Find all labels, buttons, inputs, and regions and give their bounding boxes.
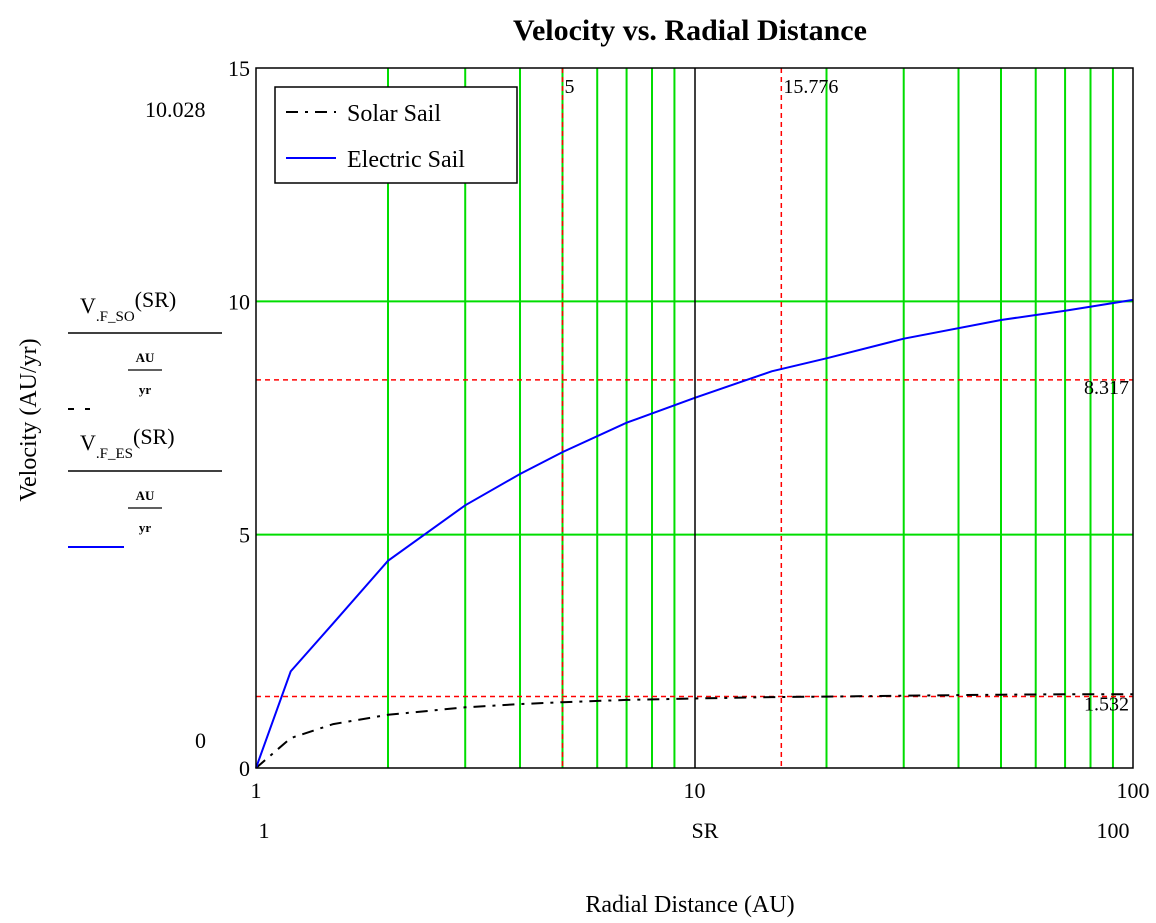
horizontal-marker-label: 1.532 [1084, 694, 1129, 716]
y-tick-label: 0 [239, 756, 250, 781]
y-range-label-top: 10.028 [145, 97, 206, 122]
tick-layer: 0 5 10 15 1 10 100 [228, 56, 1150, 803]
expr-solar-unit-num: AU [136, 350, 155, 365]
y-expression-solar: V.F_SO(SR) AU yr [68, 287, 222, 397]
expr-electric-sub: .F_ES [96, 446, 133, 462]
legend-label-electric: Electric Sail [347, 147, 465, 173]
solar-sail-curve [255, 693, 1133, 769]
y-tick-label: 10 [228, 289, 250, 314]
y-expression-electric: V.F_ES(SR) AU yr [68, 424, 222, 535]
expr-solar-base: V [80, 293, 96, 318]
y-tick-label: 5 [239, 523, 250, 548]
x-range-label-right: 100 [1097, 818, 1130, 843]
expr-electric-unit-num: AU [136, 488, 155, 503]
y-tick-label: 15 [228, 56, 250, 81]
chart-title: Velocity vs. Radial Distance [513, 14, 867, 47]
svg-text:V.F_ES(SR): V.F_ES(SR) [80, 424, 175, 462]
horizontal-marker-label: 8.317 [1084, 377, 1129, 399]
expr-solar-unit-den: yr [139, 382, 152, 397]
vertical-marker-label: 5 [564, 76, 574, 98]
expr-electric-base: V [80, 430, 96, 455]
marker-layer: 5 15.776 8.317 1.532 [256, 68, 1133, 768]
x-range-label-left: 1 [259, 818, 270, 843]
x-range-label-center: SR [692, 818, 719, 843]
y-range-label-bottom: 0 [195, 728, 206, 753]
x-tick-label: 100 [1117, 778, 1150, 803]
y-axis-title: Velocity (AU/yr) [16, 338, 42, 501]
expr-solar-arg: (SR) [135, 287, 177, 312]
x-axis-title: Radial Distance (AU) [585, 892, 794, 918]
x-tick-label: 10 [684, 778, 706, 803]
expr-electric-arg: (SR) [133, 424, 175, 449]
x-tick-label: 1 [251, 778, 262, 803]
electric-sail-curve [255, 298, 1134, 769]
vertical-marker-label: 15.776 [783, 76, 838, 98]
expr-electric-unit-den: yr [139, 520, 152, 535]
legend-box [274, 86, 518, 184]
svg-text:V.F_SO(SR): V.F_SO(SR) [80, 287, 176, 325]
legend-label-solar: Solar Sail [347, 101, 441, 127]
expr-solar-sub: .F_SO [96, 309, 135, 325]
legend: Solar Sail Electric Sail [274, 86, 518, 184]
series-layer [255, 298, 1134, 769]
